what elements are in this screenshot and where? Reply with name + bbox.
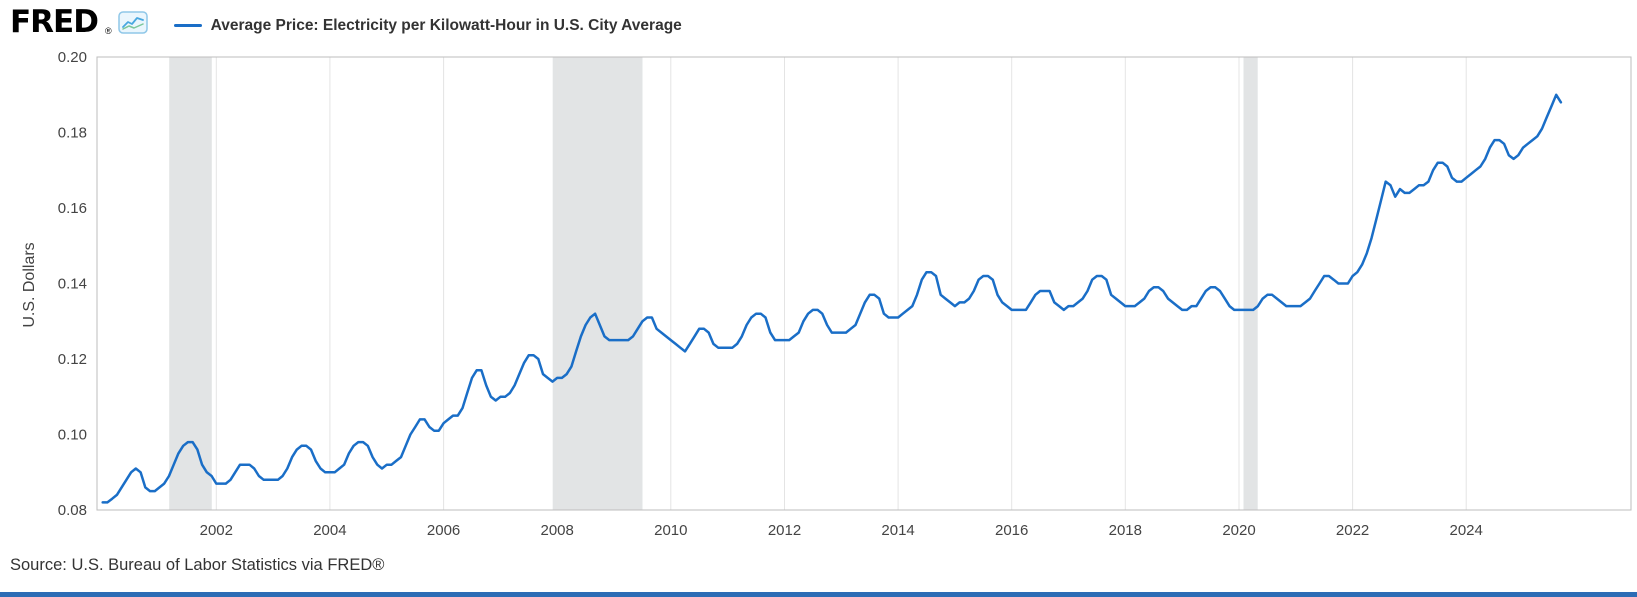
recession-band xyxy=(552,57,643,510)
x-tick-label: 2022 xyxy=(1336,522,1369,539)
x-tick-label: 2004 xyxy=(313,522,346,539)
fred-logo[interactable]: FRED ® xyxy=(10,6,148,39)
x-tick-label: 2006 xyxy=(427,522,460,539)
x-tick-label: 2020 xyxy=(1222,522,1255,539)
y-tick-label: 0.14 xyxy=(58,276,87,293)
y-tick-label: 0.10 xyxy=(58,427,87,444)
y-tick-label: 0.16 xyxy=(58,200,87,217)
x-tick-label: 2008 xyxy=(541,522,574,539)
bottom-bar xyxy=(0,592,1637,597)
x-tick-label: 2018 xyxy=(1109,522,1142,539)
legend-line-swatch xyxy=(173,24,202,27)
price-line-series[interactable] xyxy=(101,93,1563,504)
electricity-price-chart[interactable]: 0.08 0.10 0.12 0.14 0.16 0.18 0.20 2002 2004 2006… xyxy=(0,44,1637,544)
chart-header: FRED ® Average Price: Electricity per Ki… xyxy=(10,6,682,39)
chart-area[interactable]: 0.08 0.10 0.12 0.14 0.16 0.18 0.20 2002 2004 2006… xyxy=(0,44,1637,544)
recession-band xyxy=(1243,57,1258,510)
source-attribution: Source: U.S. Bureau of Labor Statistics … xyxy=(10,556,385,574)
legend-series-label: Average Price: Electricity per Kilowatt-… xyxy=(210,16,682,34)
y-tick-label: 0.20 xyxy=(58,49,87,66)
registered-trademark-symbol: ® xyxy=(104,26,112,36)
series-legend[interactable]: Average Price: Electricity per Kilowatt-… xyxy=(173,16,682,35)
x-tick-label: 2014 xyxy=(881,522,914,539)
y-tick-label: 0.12 xyxy=(58,351,87,368)
y-tick-label: 0.08 xyxy=(58,502,87,519)
fred-logo-chart-icon xyxy=(117,11,148,39)
x-tick-label: 2002 xyxy=(200,522,233,539)
fred-logo-text: FRED xyxy=(10,4,99,40)
plot-frame xyxy=(96,56,1632,511)
x-tick-label: 2012 xyxy=(768,522,801,539)
recession-band xyxy=(169,57,212,510)
x-tick-label: 2010 xyxy=(654,522,687,539)
x-tick-label: 2016 xyxy=(995,522,1028,539)
x-tick-label: 2024 xyxy=(1450,522,1483,539)
y-axis-title: U.S. Dollars xyxy=(21,242,38,328)
y-tick-label: 0.18 xyxy=(58,125,87,142)
